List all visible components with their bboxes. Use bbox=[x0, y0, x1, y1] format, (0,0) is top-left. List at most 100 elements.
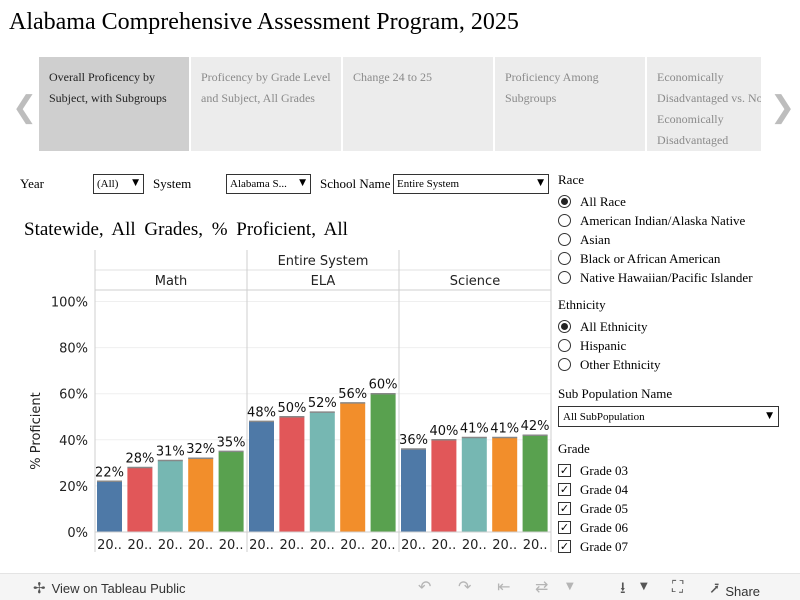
data-label: 41% bbox=[460, 422, 489, 437]
checkbox[interactable]: ✓ bbox=[558, 464, 571, 477]
system-dropdown[interactable]: Alabama S... ▼ bbox=[226, 174, 311, 194]
data-label: 28% bbox=[125, 451, 154, 466]
fullscreen-icon[interactable]: ⛶ bbox=[672, 577, 684, 596]
x-tick-label: 20.. bbox=[279, 538, 304, 553]
grade-option[interactable]: ✓ Grade 07 bbox=[558, 537, 788, 556]
ethnicity-option[interactable]: All Ethnicity bbox=[558, 317, 788, 336]
race-option[interactable]: Asian bbox=[558, 230, 788, 249]
chevron-down-icon: ▼ bbox=[299, 178, 306, 188]
chevron-down-icon: ▼ bbox=[766, 411, 773, 421]
share-button[interactable]: ⭷ Share bbox=[710, 579, 760, 600]
data-label: 60% bbox=[369, 378, 398, 393]
race-option[interactable]: Native Hawaiian/Pacific Islander bbox=[558, 268, 788, 287]
race-option[interactable]: All Race bbox=[558, 192, 788, 211]
year-dropdown-value: (All) bbox=[97, 178, 119, 190]
y-tick-label: 60% bbox=[59, 388, 88, 403]
radio-button[interactable] bbox=[558, 339, 571, 352]
grade-option-label: Grade 04 bbox=[580, 481, 629, 497]
column-header: Entire System bbox=[278, 254, 369, 269]
race-option-label: Native Hawaiian/Pacific Islander bbox=[580, 269, 753, 285]
checkbox[interactable]: ✓ bbox=[558, 540, 571, 553]
redo-icon[interactable]: ↷ bbox=[458, 577, 472, 596]
data-label: 52% bbox=[308, 396, 337, 411]
download-dropdown-icon[interactable]: ▼ bbox=[640, 581, 648, 592]
x-tick-label: 20.. bbox=[371, 538, 396, 553]
x-tick-label: 20.. bbox=[340, 538, 365, 553]
ethnicity-option[interactable]: Other Ethnicity bbox=[558, 355, 788, 374]
radio-button[interactable] bbox=[558, 271, 571, 284]
bar bbox=[340, 402, 366, 532]
radio-button[interactable] bbox=[558, 233, 571, 246]
grade-option[interactable]: ✓ Grade 05 bbox=[558, 499, 788, 518]
data-label: 36% bbox=[399, 433, 428, 448]
data-label: 40% bbox=[429, 424, 458, 439]
bar bbox=[309, 412, 335, 532]
bar bbox=[279, 416, 305, 532]
radio-button[interactable] bbox=[558, 320, 571, 333]
school-filter-label: School Name bbox=[320, 176, 391, 191]
radio-button[interactable] bbox=[558, 214, 571, 227]
bar bbox=[97, 481, 122, 532]
undo-icon[interactable]: ↶ bbox=[418, 577, 432, 596]
checkbox[interactable]: ✓ bbox=[558, 502, 571, 515]
filter-bar: Year (All) ▼ System Alabama S... ▼ Schoo… bbox=[0, 172, 550, 196]
data-label: 56% bbox=[338, 387, 367, 402]
grade-option-label: Grade 03 bbox=[580, 462, 629, 478]
checkbox[interactable]: ✓ bbox=[558, 483, 571, 496]
x-tick-label: 20.. bbox=[158, 538, 183, 553]
grade-option[interactable]: ✓ Grade 04 bbox=[558, 480, 788, 499]
ethnicity-option-label: All Ethnicity bbox=[580, 318, 648, 334]
data-label: 32% bbox=[186, 442, 215, 457]
grade-option[interactable]: ✓ Grade 06 bbox=[558, 518, 788, 537]
story-tab-subgroups[interactable]: Proficiency Among Subgroups bbox=[495, 57, 645, 151]
x-tick-label: 20.. bbox=[431, 538, 456, 553]
chevron-down-icon: ▼ bbox=[537, 178, 544, 188]
year-dropdown[interactable]: (All) ▼ bbox=[93, 174, 144, 194]
radio-button[interactable] bbox=[558, 358, 571, 371]
story-prev-arrow-icon[interactable]: ❮ bbox=[12, 90, 38, 125]
story-tab-overall[interactable]: Overall Proficency by Subject, with Subg… bbox=[39, 57, 189, 151]
radio-button[interactable] bbox=[558, 195, 571, 208]
subpop-dropdown[interactable]: All SubPopulation ▼ bbox=[558, 406, 779, 427]
grade-option[interactable]: ✓ Grade 03 bbox=[558, 461, 788, 480]
bar bbox=[127, 467, 153, 532]
story-tab-by-grade[interactable]: Proficency by Grade Level and Subject, A… bbox=[191, 57, 341, 151]
bar bbox=[431, 439, 457, 532]
ethnicity-option-label: Hispanic bbox=[580, 337, 627, 353]
grade-option-label: Grade 07 bbox=[580, 538, 629, 554]
tableau-toolbar: ✢ View on Tableau Public ↶ ↷ ⇤ ⇄ ▼ ⭳ ▼ ⛶… bbox=[0, 573, 800, 600]
race-option-label: Asian bbox=[580, 231, 611, 247]
revert-icon[interactable]: ⇤ bbox=[497, 577, 511, 596]
panel-header: Science bbox=[450, 274, 500, 289]
race-option[interactable]: Black or African American bbox=[558, 249, 788, 268]
data-label: 42% bbox=[521, 419, 550, 434]
x-tick-label: 20.. bbox=[401, 538, 426, 553]
system-filter-label: System bbox=[153, 176, 192, 191]
x-tick-label: 20.. bbox=[219, 538, 244, 553]
story-tab-econ-disadvantaged[interactable]: Economically Disadvantaged vs. Not Econo… bbox=[647, 57, 761, 151]
x-tick-label: 20.. bbox=[492, 538, 517, 553]
panel-header: ELA bbox=[311, 274, 336, 289]
race-option[interactable]: American Indian/Alaska Native bbox=[558, 211, 788, 230]
download-icon[interactable]: ⭳ bbox=[620, 578, 626, 597]
y-tick-label: 40% bbox=[59, 434, 88, 449]
share-icon: ⭷ bbox=[710, 580, 720, 598]
chart-title: Statewide, All Grades, % Proficient, All bbox=[24, 219, 348, 240]
story-tab-change[interactable]: Change 24 to 25 bbox=[343, 57, 493, 151]
refresh-icon[interactable]: ⇄ bbox=[535, 577, 549, 596]
y-tick-label: 100% bbox=[51, 296, 88, 311]
story-next-arrow-icon[interactable]: ❯ bbox=[770, 90, 796, 125]
race-option-label: Black or African American bbox=[580, 250, 721, 266]
radio-button[interactable] bbox=[558, 252, 571, 265]
year-filter-label: Year bbox=[20, 176, 44, 191]
school-dropdown[interactable]: Entire System ▼ bbox=[393, 174, 549, 194]
ethnicity-option[interactable]: Hispanic bbox=[558, 336, 788, 355]
checkbox[interactable]: ✓ bbox=[558, 521, 571, 534]
subpop-filter-title: Sub Population Name bbox=[558, 386, 673, 401]
tableau-logo-icon: ✢ bbox=[33, 579, 46, 597]
bar bbox=[157, 460, 183, 532]
ethnicity-option-label: Other Ethnicity bbox=[580, 356, 661, 372]
view-on-tableau-link[interactable]: ✢ View on Tableau Public bbox=[33, 579, 186, 597]
refresh-dropdown-icon[interactable]: ▼ bbox=[566, 581, 574, 592]
chevron-down-icon: ▼ bbox=[132, 178, 139, 188]
